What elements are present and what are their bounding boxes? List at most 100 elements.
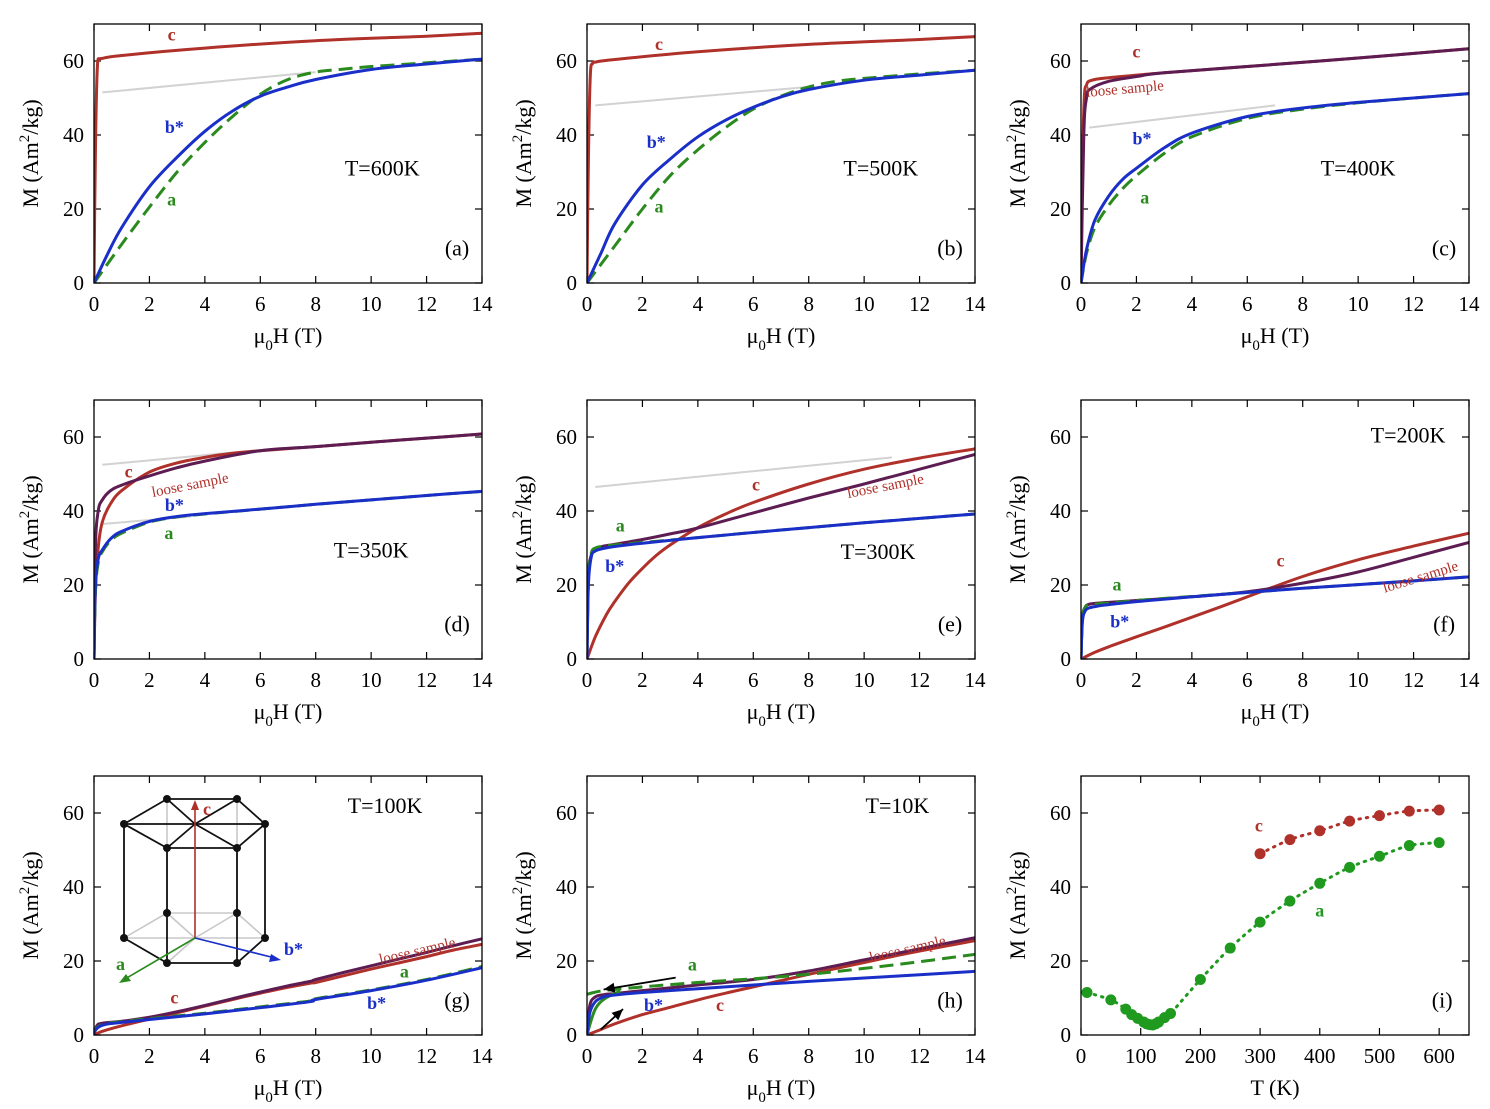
x-tick-label: 8 — [310, 668, 321, 692]
x-tick-label: 2 — [637, 292, 648, 316]
x-tick-label: 2 — [637, 668, 648, 692]
series-c-curve — [94, 31, 482, 283]
plot-area — [1081, 804, 1445, 1031]
x-axis-label-main: μ — [1241, 323, 1253, 348]
y-tick-label: 0 — [1061, 647, 1072, 671]
x-tick-label: 4 — [693, 668, 704, 692]
x-tick-label: 500 — [1364, 1044, 1396, 1068]
x-tick-label: 6 — [255, 1044, 266, 1068]
y-axis-label-pre: M (Am — [511, 142, 536, 207]
crystal-hidden-edge — [123, 912, 168, 939]
b-axis-label: b* — [284, 939, 303, 959]
y-axis-label-post: /kg) — [1005, 851, 1030, 886]
y-axis-label-sup: 2 — [1004, 135, 1020, 143]
c-axis-label: c — [203, 799, 211, 819]
x-tick-label: 4 — [1187, 292, 1198, 316]
x-tick-label: 100 — [1125, 1044, 1157, 1068]
plot-area — [587, 35, 975, 283]
x-tick-label: 14 — [472, 1044, 494, 1068]
x-axis-label-main: μ — [747, 323, 759, 348]
panel-label: (g) — [444, 987, 470, 1012]
y-tick-label: 0 — [74, 271, 85, 295]
x-axis-label: μ0H (T) — [747, 699, 816, 730]
plot-area — [94, 937, 482, 1035]
x-tick-label: 6 — [255, 668, 266, 692]
x-axis-label: μ0H (T) — [254, 323, 323, 354]
curve-label-a: a — [688, 954, 697, 974]
crystal-hidden-edge — [166, 937, 196, 964]
crystal-hidden-edge — [194, 912, 238, 939]
curve-label-c: c — [1132, 41, 1140, 61]
curve-label-b-star: b* — [367, 993, 386, 1013]
series-loose-curve — [1081, 47, 1469, 283]
crystal-vertex — [163, 959, 171, 967]
plot-frame — [586, 399, 976, 660]
y-axis-label-pre: M (Am — [511, 894, 536, 959]
data-point-a — [1314, 877, 1326, 889]
y-axis-label-pre: M (Am — [18, 894, 43, 959]
x-tick-label: 0 — [89, 668, 100, 692]
y-axis-label-post: /kg) — [1005, 475, 1030, 510]
y-tick-label: 20 — [556, 949, 577, 973]
curve-label-a: a — [1315, 901, 1324, 921]
curve-label-c: c — [716, 995, 724, 1015]
x-tick-label: 2 — [637, 1044, 648, 1068]
x-tick-label: 14 — [965, 668, 987, 692]
plot-frame — [93, 23, 483, 284]
x-tick-label: 300 — [1244, 1044, 1276, 1068]
curve-label-b-star: b* — [1132, 128, 1151, 148]
curve-label-c: c — [752, 475, 760, 495]
crystal-edge — [236, 823, 266, 849]
y-tick-label: 20 — [63, 949, 84, 973]
y-axis-label-pre: M (Am — [1005, 894, 1030, 959]
b-axis-line — [194, 937, 276, 959]
y-axis-label: M (Am2/kg) — [17, 475, 43, 583]
x-axis-label-rest: H (T) — [273, 1075, 322, 1100]
panel-label: (d) — [444, 611, 470, 636]
plot-frame — [1080, 775, 1470, 1036]
loose-sample-label: loose sample — [150, 470, 230, 501]
data-point-a — [1081, 986, 1093, 998]
loose-sample-label: loose sample — [378, 935, 458, 968]
x-tick-label: 6 — [1242, 668, 1253, 692]
series-ref-curve — [1089, 104, 1276, 129]
y-tick-label: 40 — [1050, 123, 1071, 147]
x-tick-label: 14 — [472, 668, 494, 692]
x-tick-label: 14 — [1459, 668, 1481, 692]
series-b-star-curve — [1081, 92, 1469, 283]
y-tick-label: 60 — [1050, 801, 1071, 825]
x-tick-label: 10 — [361, 292, 382, 316]
y-tick-label: 60 — [63, 49, 84, 73]
x-axis-label-main: μ — [254, 699, 266, 724]
plot-frame — [586, 775, 976, 1036]
x-tick-label: 0 — [89, 292, 100, 316]
temperature-label: T=500K — [843, 156, 918, 181]
panel-label: (e) — [938, 611, 962, 636]
x-tick-label: 4 — [693, 1044, 704, 1068]
x-tick-label: 12 — [1403, 292, 1424, 316]
x-tick-label: 8 — [1297, 292, 1308, 316]
plot-area — [587, 936, 975, 1035]
curve-label-c: c — [170, 988, 178, 1008]
y-axis-label-pre: M (Am — [18, 518, 43, 583]
curve-label-b-star: b* — [165, 117, 184, 137]
x-tick-label: 12 — [416, 292, 437, 316]
sweep-arrow-head — [603, 982, 616, 993]
y-axis-label-post: /kg) — [1005, 99, 1030, 134]
crystal-vertex — [233, 844, 241, 852]
plot-frame — [93, 399, 483, 660]
x-axis-label: μ0H (T) — [747, 1075, 816, 1106]
plot-area — [1081, 531, 1469, 659]
temperature-label: T=300K — [841, 539, 916, 564]
x-axis-label: μ0H (T) — [1241, 699, 1310, 730]
x-tick-label: 2 — [144, 1044, 155, 1068]
sweep-arrow-line — [603, 976, 676, 991]
curve-label-b-star: b* — [605, 556, 624, 576]
y-tick-label: 60 — [63, 801, 84, 825]
y-axis-label-post: /kg) — [18, 851, 43, 886]
y-axis-label: M (Am2/kg) — [17, 851, 43, 959]
